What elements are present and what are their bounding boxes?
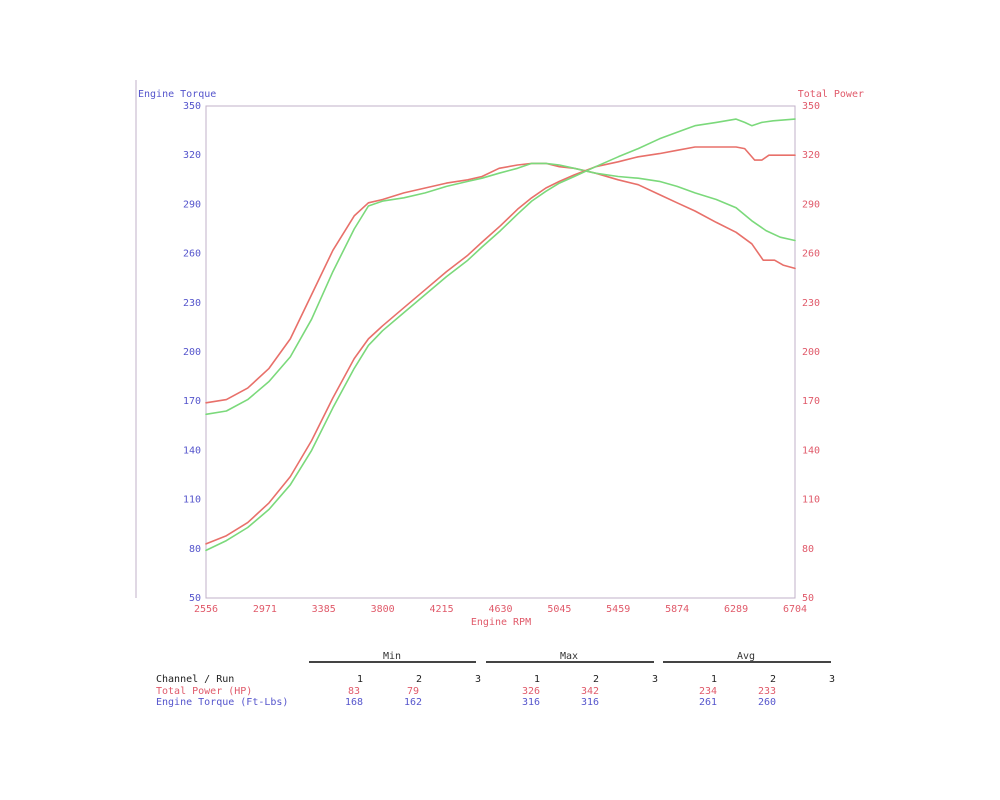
x-axis-title: Engine RPM — [471, 617, 531, 628]
x-tick-label: 5459 — [606, 604, 630, 615]
left-y-tick-label: 230 — [183, 298, 201, 309]
right-y-tick-label: 350 — [802, 101, 820, 112]
left-y-tick-label: 290 — [183, 199, 201, 210]
left-y-tick-label: 50 — [189, 593, 201, 604]
engine-torque-run-2-line — [205, 162, 796, 416]
left-y-tick-label: 80 — [189, 544, 201, 555]
x-tick-label: 4215 — [430, 604, 454, 615]
right-y-tick-label: 170 — [802, 396, 820, 407]
right-y-tick-label: 110 — [802, 495, 820, 506]
right-y-tick-label: 260 — [802, 249, 820, 260]
left-y-tick-label: 170 — [183, 396, 201, 407]
right-y-tick-label: 200 — [802, 347, 820, 358]
x-tick-label: 5045 — [547, 604, 571, 615]
left-y-tick-label: 140 — [183, 445, 201, 456]
x-tick-label: 5874 — [665, 604, 689, 615]
right-y-tick-label: 320 — [802, 150, 820, 161]
right-y-tick-label: 80 — [802, 544, 814, 555]
right-y-tick-label: 140 — [802, 445, 820, 456]
right-y-tick-label: 290 — [802, 199, 820, 210]
right-y-tick-label: 230 — [802, 298, 820, 309]
x-tick-label: 6289 — [724, 604, 748, 615]
total-power-run-1-line — [205, 146, 796, 545]
x-tick-label: 3385 — [312, 604, 336, 615]
left-y-tick-label: 200 — [183, 347, 201, 358]
x-tick-label: 2556 — [194, 604, 218, 615]
x-tick-label: 4630 — [488, 604, 512, 615]
left-y-tick-label: 110 — [183, 495, 201, 506]
left-y-tick-label: 320 — [183, 150, 201, 161]
total-power-run-2-line — [205, 118, 796, 552]
engine-torque-run-1-line — [205, 162, 796, 404]
right-axis-title: Total Power — [798, 89, 864, 100]
x-tick-label: 2971 — [253, 604, 277, 615]
left-axis-title: Engine Torque — [138, 89, 216, 100]
x-tick-label: 3800 — [371, 604, 395, 615]
left-y-tick-label: 350 — [183, 101, 201, 112]
plot-frame — [205, 105, 796, 599]
right-y-tick-label: 50 — [802, 593, 814, 604]
x-tick-label: 6704 — [783, 604, 807, 615]
left-y-tick-label: 260 — [183, 249, 201, 260]
